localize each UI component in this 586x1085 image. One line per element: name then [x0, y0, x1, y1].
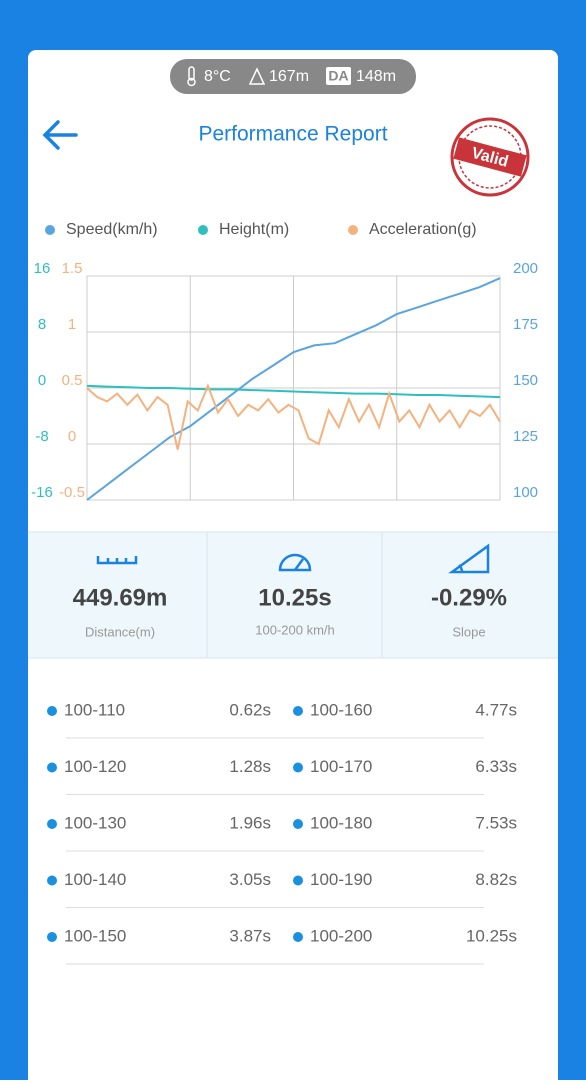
y-tick-label: 125: [513, 428, 538, 445]
page-title: Performance Report: [198, 123, 387, 146]
range-label: 100-200: [310, 926, 372, 945]
temperature: 8°C: [204, 68, 231, 85]
row-dot: [293, 819, 303, 829]
range-label: 100-190: [310, 870, 372, 889]
y-tick-label: 150: [513, 372, 538, 389]
legend-dot: [45, 225, 55, 235]
back-button[interactable]: [42, 120, 78, 150]
range-label: 100-160: [310, 700, 372, 719]
row-dot: [293, 762, 303, 773]
row-dot: [47, 819, 57, 829]
y-tick-label: -0.5: [59, 484, 85, 501]
series-line: [86, 383, 501, 450]
range-label: 100-130: [64, 813, 126, 832]
time-value: 3.05s: [229, 870, 271, 889]
status-icons: [187, 66, 266, 87]
y-tick-label: 0.5: [62, 372, 83, 389]
series-line: [86, 384, 501, 399]
y-tick-label: -16: [31, 484, 53, 501]
y-tick-label: 100: [513, 484, 538, 501]
row-dot: [47, 706, 57, 716]
range-label: 100-140: [64, 870, 126, 889]
series-line: [86, 277, 501, 501]
stat-value: 449.69m: [73, 584, 168, 611]
stat-icons: [96, 543, 490, 574]
valid-stamp: Valid: [450, 117, 530, 197]
time-value: 1.96s: [229, 813, 271, 832]
legend-dot: [198, 225, 208, 235]
time-value: 0.62s: [229, 700, 271, 719]
time-value: 6.33s: [475, 757, 517, 776]
range-label: 100-120: [64, 757, 126, 776]
legend-dot: [348, 225, 358, 235]
row-dot: [293, 875, 303, 886]
altitude: 167m: [269, 68, 309, 85]
legend-label: Acceleration(g): [369, 221, 477, 238]
y-tick-label: 0: [38, 372, 46, 389]
time-value: 8.82s: [475, 870, 517, 889]
time-value: 1.28s: [229, 757, 271, 776]
row-dot: [47, 762, 57, 773]
stats-band: [28, 532, 558, 658]
row-dot: [47, 875, 57, 886]
da-label: DA: [328, 68, 348, 84]
range-label: 100-150: [64, 926, 126, 945]
stat-label: Slope: [452, 624, 485, 639]
stat-value: 10.25s: [258, 584, 331, 611]
y-tick-label: 200: [513, 260, 538, 277]
time-value: 7.53s: [475, 813, 517, 832]
y-tick-label: 1.5: [62, 260, 83, 277]
da-badge: [326, 67, 351, 85]
y-tick-label: 0: [68, 428, 76, 445]
time-value: 10.25s: [466, 926, 517, 945]
y-tick-label: -8: [35, 428, 48, 445]
stat-label: Distance(m): [85, 624, 155, 639]
status-pill: [170, 59, 416, 94]
density-altitude: 148m: [356, 68, 396, 85]
time-value: 3.87s: [229, 926, 271, 945]
row-dot: [47, 932, 57, 942]
y-tick-label: 1: [68, 316, 76, 333]
row-dot: [293, 932, 303, 942]
time-value: 4.77s: [475, 700, 517, 719]
legend-label: Speed(km/h): [66, 221, 158, 238]
stat-value: -0.29%: [431, 584, 507, 611]
range-label: 100-110: [64, 700, 125, 719]
legend-label: Height(m): [219, 221, 289, 238]
range-label: 100-180: [310, 813, 372, 832]
row-dot: [293, 706, 303, 716]
stat-label: 100-200 km/h: [255, 622, 335, 637]
range-label: 100-170: [310, 757, 372, 776]
y-tick-label: 16: [34, 260, 51, 277]
y-tick-label: 8: [38, 316, 46, 333]
y-tick-label: 175: [513, 316, 538, 333]
